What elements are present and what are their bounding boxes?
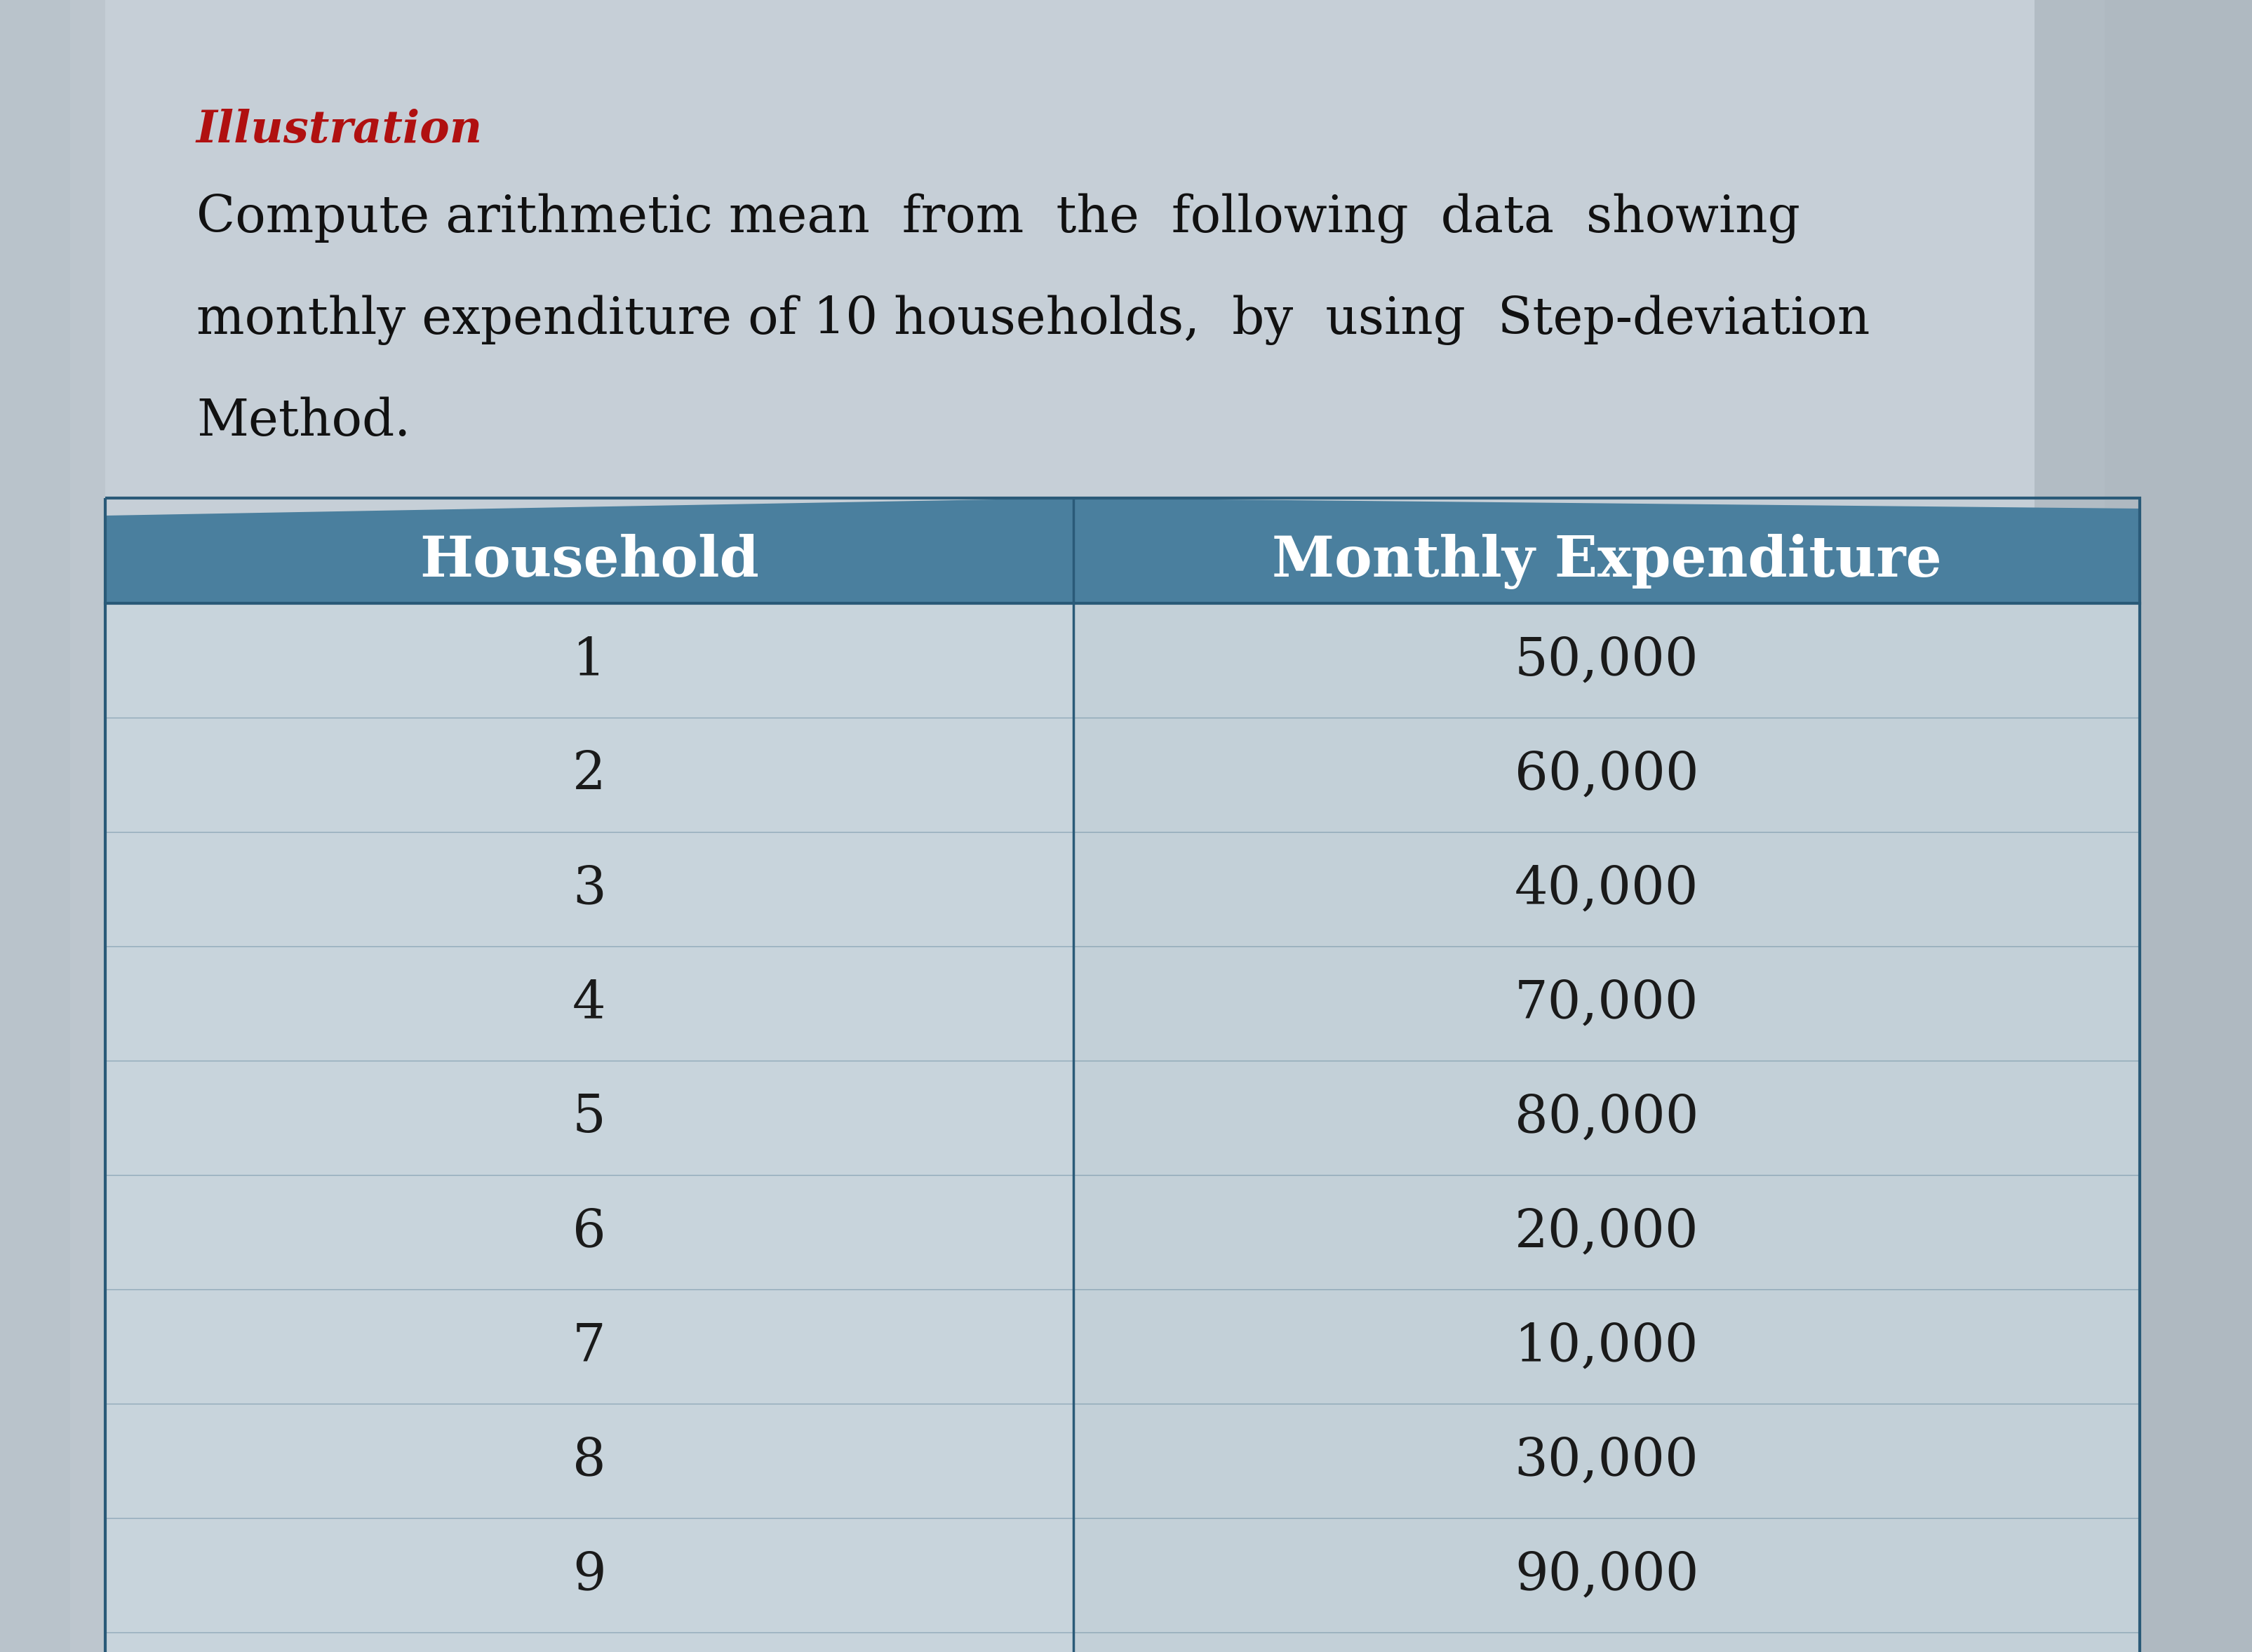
- Text: 7: 7: [572, 1322, 606, 1373]
- Bar: [106, 497, 2139, 1652]
- Text: 8: 8: [572, 1436, 606, 1487]
- Text: 20,000: 20,000: [1513, 1206, 1698, 1257]
- Text: 9: 9: [572, 1550, 606, 1601]
- Text: Household: Household: [419, 534, 759, 588]
- Text: 1: 1: [572, 634, 606, 686]
- Text: 90,000: 90,000: [1516, 1550, 1698, 1601]
- Text: 70,000: 70,000: [1516, 978, 1698, 1029]
- Text: 50,000: 50,000: [1513, 634, 1698, 686]
- Bar: [1074, 603, 2139, 1652]
- Text: Compute arithmetic mean  from  the  following  data  showing: Compute arithmetic mean from the followi…: [196, 193, 1799, 243]
- Bar: [0, 0, 106, 1652]
- Text: 3: 3: [572, 864, 606, 915]
- Bar: [106, 603, 2139, 1652]
- Text: 30,000: 30,000: [1513, 1436, 1698, 1487]
- Text: monthly expenditure of 10 households,  by  using  Step-deviation: monthly expenditure of 10 households, by…: [196, 294, 1869, 345]
- Text: 5: 5: [572, 1092, 606, 1143]
- Text: 40,000: 40,000: [1516, 864, 1698, 915]
- Text: 6: 6: [572, 1206, 606, 1257]
- Polygon shape: [106, 497, 2139, 603]
- Text: 60,000: 60,000: [1513, 750, 1698, 801]
- Text: Illustration: Illustration: [196, 109, 482, 152]
- Text: 2: 2: [572, 750, 606, 801]
- Bar: [2034, 0, 2252, 1652]
- Text: Monthly Expenditure: Monthly Expenditure: [1272, 534, 1941, 588]
- Text: Method.: Method.: [196, 396, 410, 446]
- Text: 10,000: 10,000: [1516, 1322, 1698, 1373]
- Text: 80,000: 80,000: [1516, 1092, 1698, 1143]
- Text: 4: 4: [572, 978, 606, 1029]
